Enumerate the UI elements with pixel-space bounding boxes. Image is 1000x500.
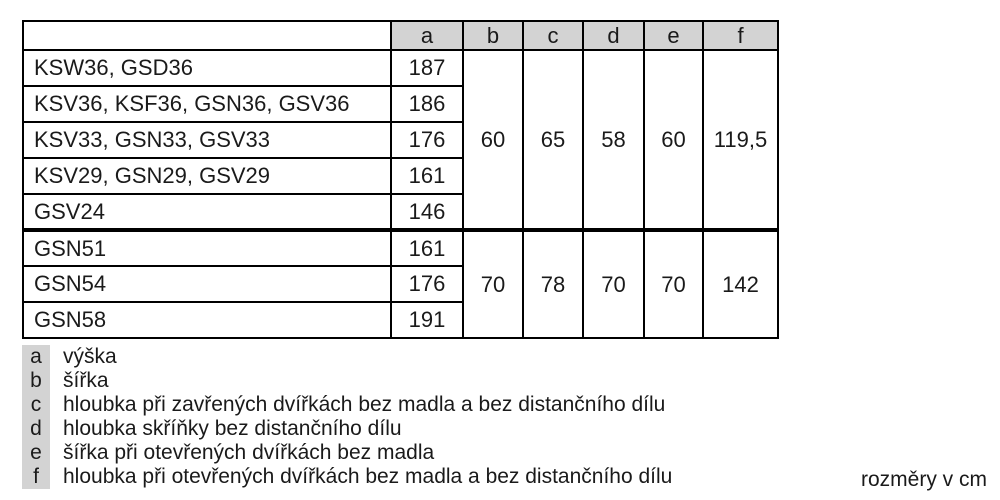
shared-value-d: 70 (582, 228, 645, 339)
model-names: KSW36, GSD36 (22, 49, 392, 87)
legend-key-d: d (22, 417, 50, 441)
model-names: KSV36, KSF36, GSN36, GSV36 (22, 85, 392, 123)
table-row: KSV36, KSF36, GSN36, GSV36 186 (22, 85, 778, 123)
model-names: GSN58 (22, 301, 392, 339)
table-row: GSN54 176 (22, 265, 778, 303)
shared-value-f: 119,5 (702, 49, 779, 231)
col-header-c: c (522, 20, 584, 51)
legend-item: d hloubka skříňky bez distančního dílu (22, 417, 672, 441)
col-header-b: b (462, 20, 524, 51)
shared-value-b: 70 (462, 228, 524, 339)
legend-key-e: e (22, 441, 50, 465)
value-a: 191 (390, 301, 464, 339)
model-names: KSV33, GSN33, GSV33 (22, 121, 392, 159)
dimensions-table: a b c d e f KSW36, GSD36 187 60 65 58 60… (22, 20, 779, 339)
legend-item: a výška (22, 345, 672, 369)
shared-value-e: 70 (643, 228, 704, 339)
shared-value-b: 60 (462, 49, 524, 231)
shared-value-e: 60 (643, 49, 704, 231)
model-names: GSN51 (22, 228, 392, 267)
value-a: 176 (390, 121, 464, 159)
col-header-d: d (582, 20, 645, 51)
dimensions-table-wrap: a b c d e f KSW36, GSD36 187 60 65 58 60… (22, 20, 779, 339)
model-names: GSV24 (22, 193, 392, 231)
shared-value-c: 65 (522, 49, 584, 231)
table-corner-cell (22, 20, 392, 51)
legend-label-c: hloubka při zavřených dvířkách bez madla… (63, 393, 666, 416)
col-header-e: e (643, 20, 704, 51)
legend-key-f: f (22, 465, 50, 489)
table-header-row: a b c d e f (22, 20, 779, 51)
legend-label-f: hloubka při otevřených dvířkách bez madl… (63, 465, 673, 488)
legend-label-b: šířka (63, 369, 109, 392)
value-a: 161 (390, 157, 464, 195)
legend-item: e šířka při otevřených dvířkách bez madl… (22, 441, 672, 465)
units-note: rozměry v cm (861, 468, 987, 491)
table-row: KSW36, GSD36 187 60 65 58 60 119,5 (22, 49, 779, 231)
shared-value-f: 142 (702, 228, 779, 339)
table-row: GSN51 161 70 78 70 70 142 (22, 228, 779, 339)
legend-item: c hloubka při zavřených dvířkách bez mad… (22, 393, 672, 417)
model-names: GSN54 (22, 265, 392, 303)
legend-label-d: hloubka skříňky bez distančního dílu (63, 417, 402, 440)
legend-item: f hloubka při otevřených dvířkách bez ma… (22, 465, 672, 489)
col-header-a: a (390, 20, 464, 51)
table-row: KSV29, GSN29, GSV29 161 (22, 157, 778, 195)
legend-key-c: c (22, 393, 50, 417)
legend-key-b: b (22, 369, 50, 393)
value-a: 161 (390, 228, 464, 267)
legend-label-e: šířka při otevřených dvířkách bez madla (63, 441, 435, 464)
col-header-f: f (702, 20, 779, 51)
legend-label-a: výška (63, 345, 117, 368)
value-a: 146 (390, 193, 464, 231)
table-row: GSN58 191 (22, 301, 778, 339)
shared-value-d: 58 (582, 49, 645, 231)
value-a: 186 (390, 85, 464, 123)
legend: a výška b šířka c hloubka při zavřených … (22, 345, 672, 489)
shared-value-c: 78 (522, 228, 584, 339)
value-a: 187 (390, 49, 464, 87)
legend-item: b šířka (22, 369, 672, 393)
model-names: KSV29, GSN29, GSV29 (22, 157, 392, 195)
table-row: KSV33, GSN33, GSV33 176 (22, 121, 778, 159)
table-row: GSV24 146 (22, 193, 778, 231)
value-a: 176 (390, 265, 464, 303)
legend-key-a: a (22, 345, 50, 369)
